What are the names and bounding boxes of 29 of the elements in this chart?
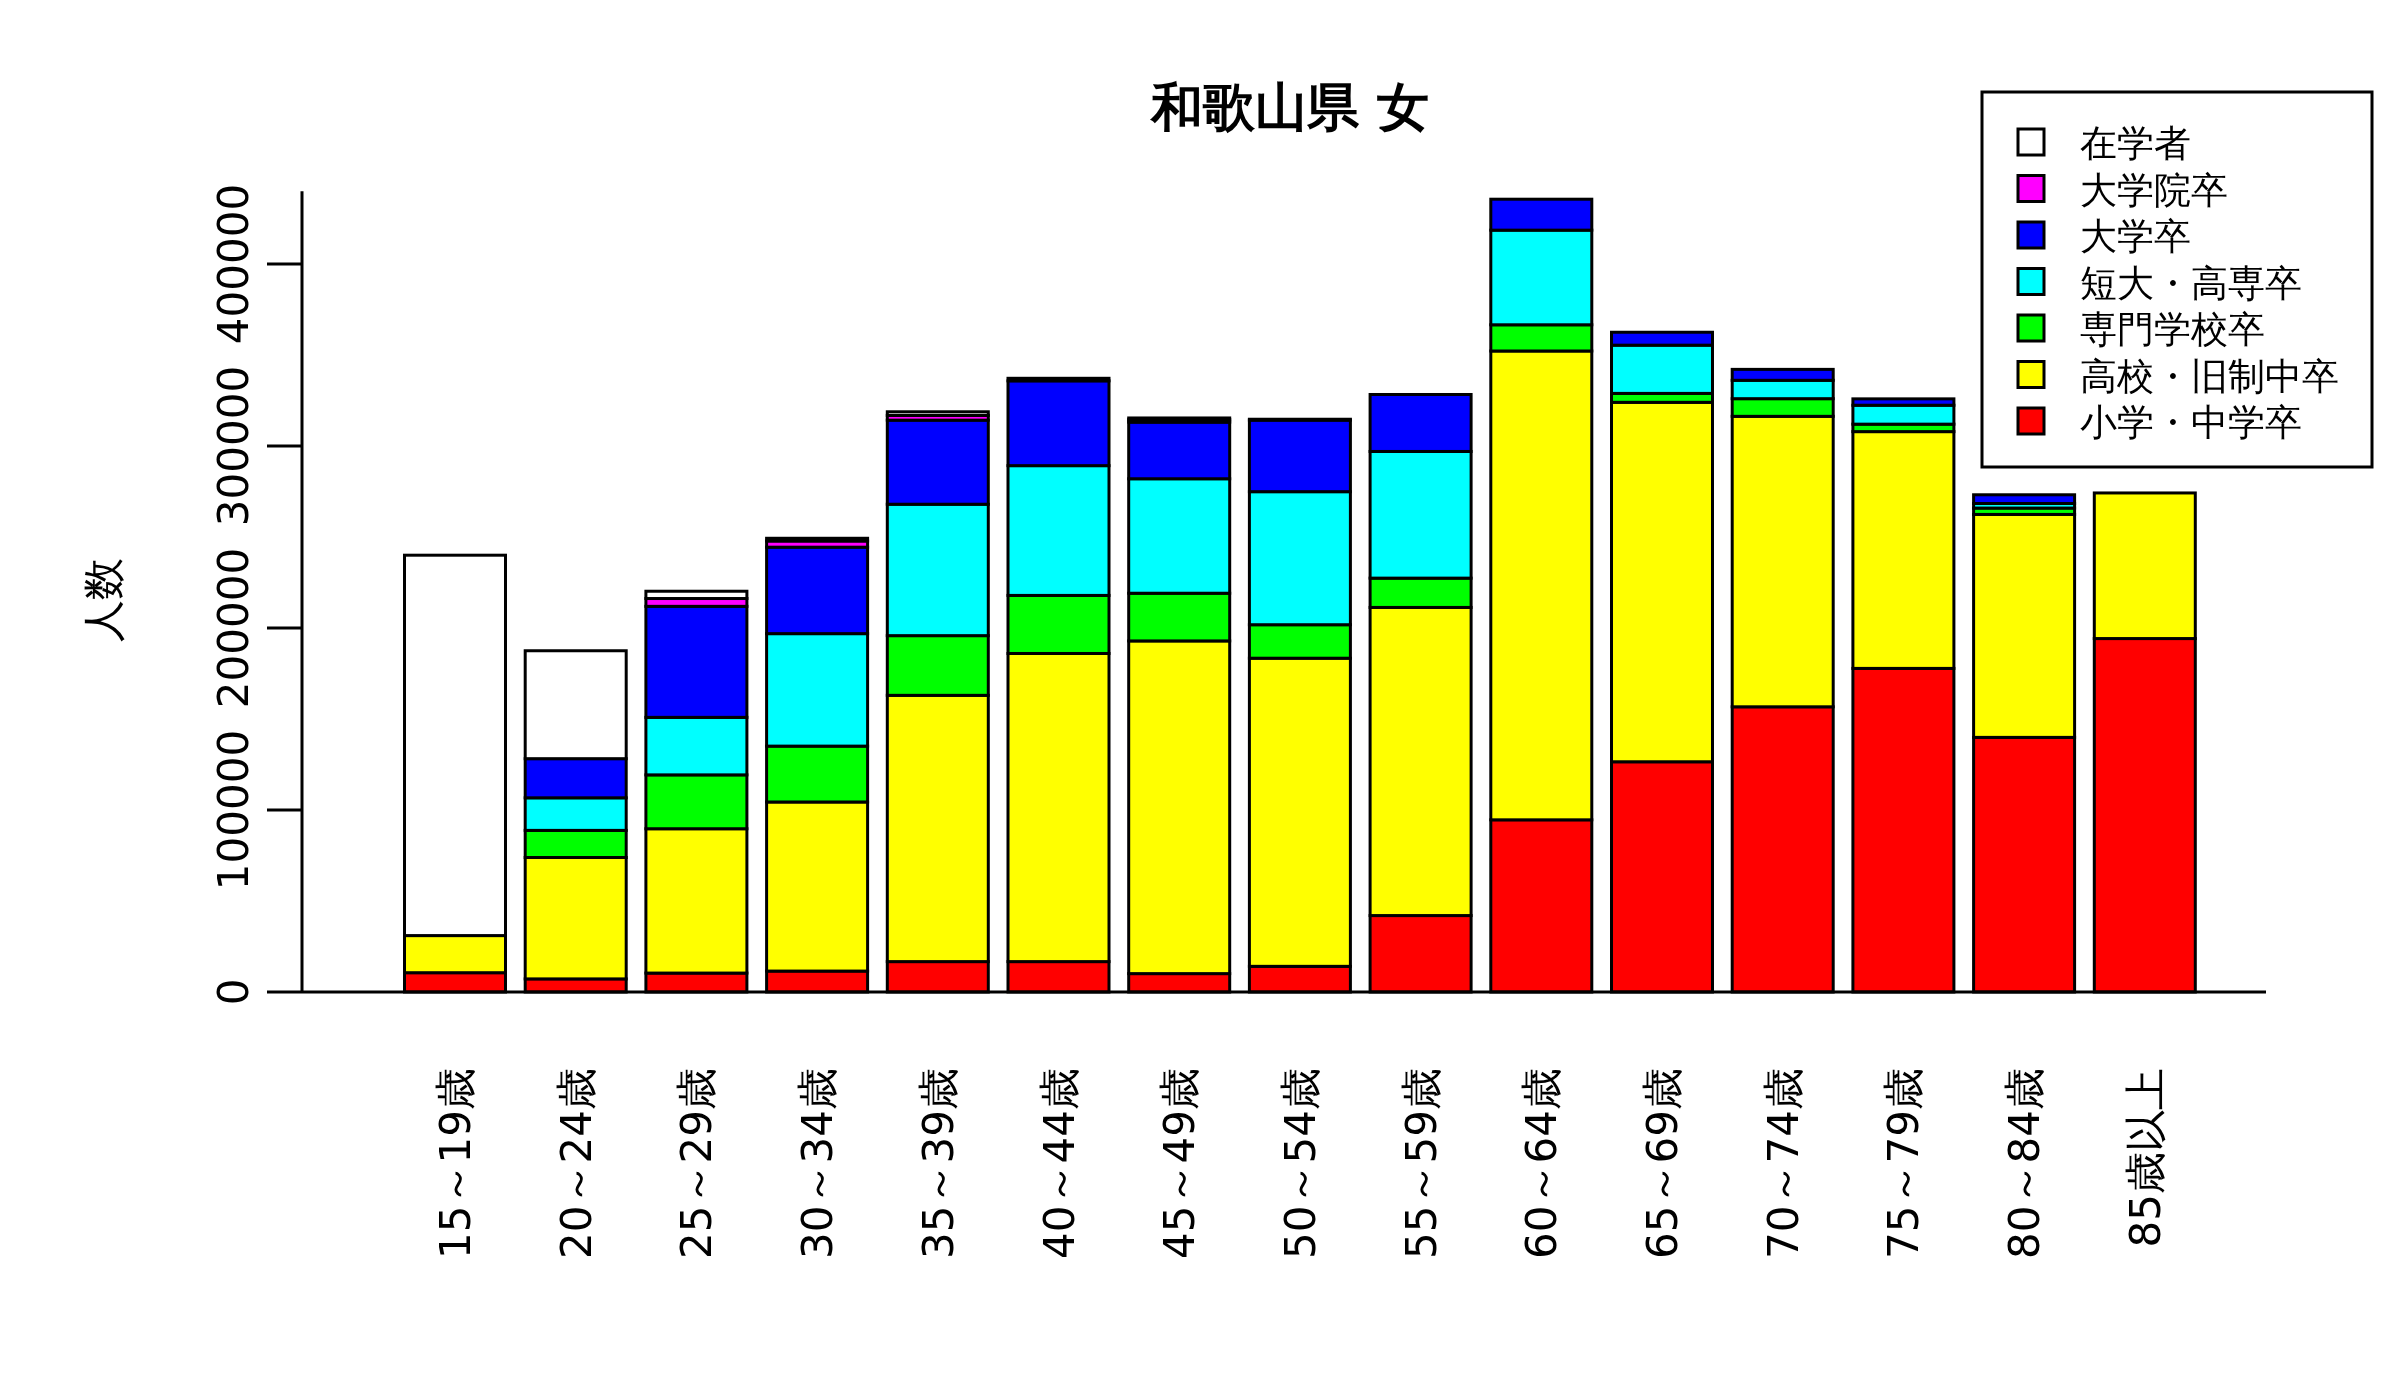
x-tick-label: 15～19歳 (431, 1068, 480, 1259)
legend-label: 高校・旧制中卒 (2080, 354, 2339, 398)
y-tick-label: 0 (209, 978, 258, 1006)
x-tick-label: 55～59歳 (1396, 1068, 1446, 1259)
x-tick-label: 20～24歳 (551, 1068, 601, 1259)
x-tick-label: 45～49歳 (1155, 1068, 1205, 1259)
legend-label: 専門学校卒 (2080, 308, 2265, 351)
x-tick-label: 40～44歳 (1034, 1068, 1084, 1259)
x-tick-label: 35～39歳 (913, 1068, 963, 1259)
legend-label: 短大・高専卒 (2080, 261, 2302, 305)
legend-label: 小学・中学卒 (2080, 401, 2302, 444)
legend-label: 在学者 (2080, 122, 2191, 165)
y-tick-label: 100000 (209, 729, 258, 891)
x-tick-label: 60～64歳 (1517, 1068, 1567, 1259)
x-tick-label: 65～69歳 (1638, 1068, 1687, 1259)
legend-label: 大学卒 (2080, 215, 2191, 258)
legend-label: 大学院卒 (2080, 168, 2228, 212)
y-axis-title: 人数 (79, 558, 128, 642)
x-tick-label: 85歳以上 (2120, 1068, 2170, 1248)
x-tick-label: 70～74歳 (1758, 1068, 1808, 1259)
x-tick-label: 50～54歳 (1275, 1068, 1325, 1259)
chart-title: 和歌山県 女 (1148, 77, 1430, 137)
x-tick-label: 25～29歳 (672, 1068, 722, 1259)
x-tick-label: 30～34歳 (793, 1068, 843, 1259)
y-tick-label: 300000 (209, 365, 258, 527)
y-tick-label: 200000 (209, 547, 258, 709)
y-tick-label: 400000 (209, 183, 258, 345)
x-tick-label: 80～84歳 (2000, 1068, 2050, 1259)
x-tick-label: 75～79歳 (1879, 1068, 1929, 1259)
